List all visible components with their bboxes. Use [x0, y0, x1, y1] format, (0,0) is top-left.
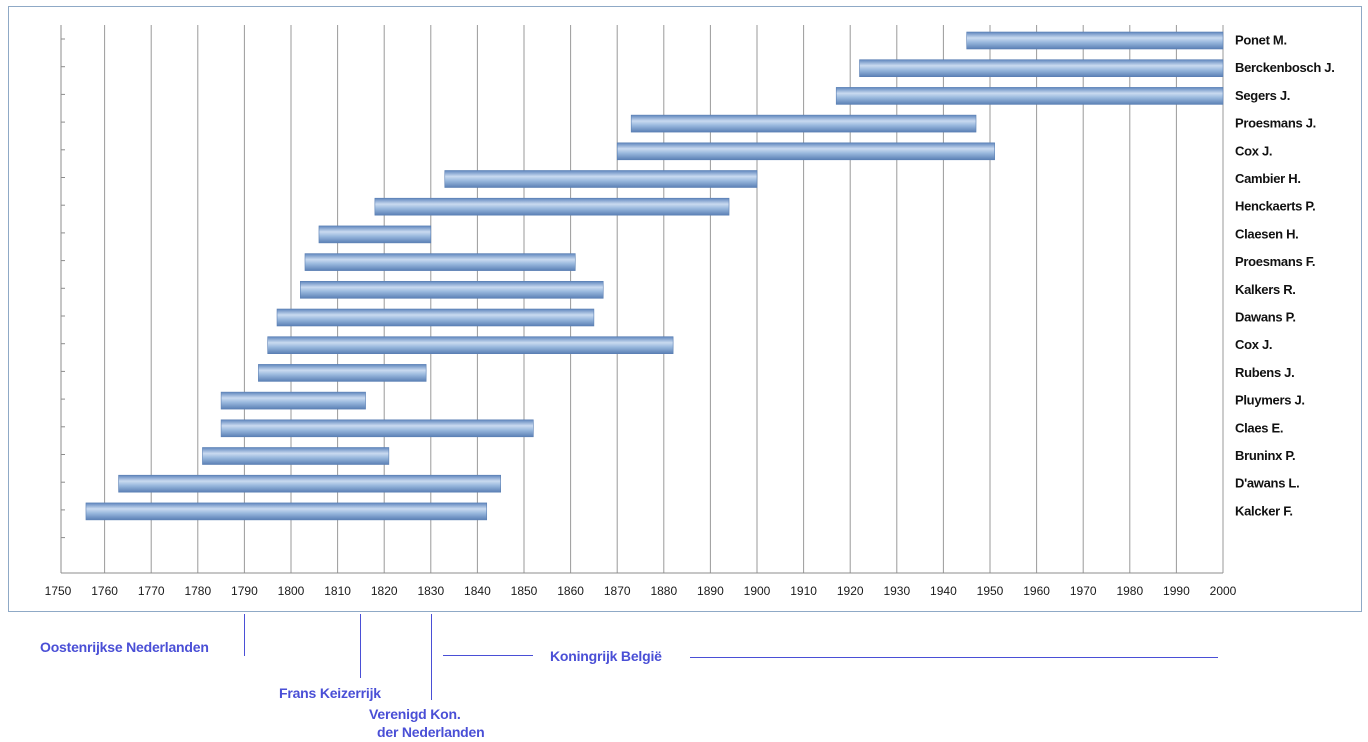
annotation-marker-1815: [360, 614, 361, 678]
chart-frame: 1750 1760 1770 1780 1790 1800 1810 1820 1830 1840…: [8, 6, 1362, 612]
x-tick-label-1940: 1940: [930, 584, 957, 598]
annotation-marker-1830: [431, 614, 432, 700]
bar-4: [616, 142, 995, 161]
bar-label-1: Berckenbosch J.: [1235, 60, 1335, 75]
x-tick-label-1790: 1790: [231, 584, 258, 598]
bar-label-8: Proesmans F.: [1235, 254, 1315, 269]
gantt-chart: 1750 1760 1770 1780 1790 1800 1810 1820 1830 1840…: [45, 25, 1335, 598]
annotation-verenigd-line2: der Nederlanden: [377, 724, 485, 740]
x-tick-label-1760: 1760: [91, 584, 118, 598]
bar-labels: Ponet M. Berckenbosch J. Segers J. Proesman…: [1235, 33, 1335, 519]
annotation-oostenrijkse-nederlanden: Oostenrijkse Nederlanden: [40, 639, 209, 655]
bar-12: [258, 364, 427, 382]
x-tick-label-1970: 1970: [1070, 584, 1097, 598]
bar-label-4: Cox J.: [1235, 143, 1272, 158]
bar-15: [202, 447, 390, 465]
annotation-belgie-line-left: [443, 655, 533, 656]
bar-label-3: Proesmans J.: [1235, 116, 1316, 131]
x-tick-label-1750: 1750: [45, 584, 72, 598]
x-tick-label-1830: 1830: [417, 584, 444, 598]
annotation-belgie-line-right: [690, 657, 1218, 658]
grid-lines: [104, 25, 1224, 573]
x-tick-label-1990: 1990: [1163, 584, 1190, 598]
x-tick-label-1860: 1860: [557, 584, 584, 598]
bar-16: [118, 474, 501, 493]
x-tick-label-1910: 1910: [790, 584, 817, 598]
x-axis: 1750 1760 1770 1780 1790 1800 1810 1820 1830 1840…: [45, 25, 1237, 598]
bar-5: [444, 170, 758, 188]
bar-label-6: Henckaerts P.: [1235, 199, 1315, 214]
bar-17: [85, 502, 488, 521]
x-tick-label-1880: 1880: [650, 584, 677, 598]
bars: [85, 31, 1224, 521]
bar-label-14: Claes E.: [1235, 420, 1283, 435]
bar-label-2: Segers J.: [1235, 88, 1290, 103]
x-tick-label-1960: 1960: [1023, 584, 1050, 598]
bar-1: [859, 59, 1224, 78]
bar-8: [304, 253, 576, 271]
bar-label-5: Cambier H.: [1235, 171, 1301, 186]
bar-label-11: Cox J.: [1235, 337, 1272, 352]
x-tick-label-1820: 1820: [371, 584, 398, 598]
x-tick-label-1900: 1900: [744, 584, 771, 598]
annotation-verenigd-line1: Verenigd Kon.: [369, 706, 461, 722]
bar-label-7: Claesen H.: [1235, 226, 1298, 241]
x-tick-label-1950: 1950: [977, 584, 1004, 598]
bar-9: [300, 280, 604, 299]
bar-14: [220, 419, 534, 438]
bar-label-16: D'awans L.: [1235, 476, 1299, 491]
bar-label-17: Kalcker F.: [1235, 503, 1293, 518]
bar-7: [318, 225, 432, 244]
bar-label-9: Kalkers R.: [1235, 282, 1296, 297]
bar-label-12: Rubens J.: [1235, 365, 1294, 380]
annotation-frans-keizerrijk: Frans Keizerrijk: [279, 685, 381, 701]
x-tick-label-1850: 1850: [511, 584, 538, 598]
x-tick-label-1890: 1890: [697, 584, 724, 598]
x-tick-label-1770: 1770: [138, 584, 165, 598]
bar-label-15: Bruninx P.: [1235, 448, 1295, 463]
x-tick-label-1780: 1780: [184, 584, 211, 598]
bar-2: [835, 87, 1224, 105]
x-tick-label-2000: 2000: [1210, 584, 1237, 598]
x-tick-label-1980: 1980: [1116, 584, 1143, 598]
x-tick-label-1800: 1800: [278, 584, 305, 598]
bar-6: [374, 197, 730, 216]
x-tick-label-1930: 1930: [883, 584, 910, 598]
x-tick-label-1840: 1840: [464, 584, 491, 598]
annotation-koningrijk-belgie: Koningrijk België: [550, 648, 662, 664]
bar-label-10: Dawans P.: [1235, 310, 1296, 325]
bar-11: [267, 336, 674, 355]
bar-label-13: Pluymers J.: [1235, 393, 1305, 408]
bar-0: [966, 31, 1224, 50]
bar-13: [220, 391, 366, 410]
x-tick-label-1870: 1870: [604, 584, 631, 598]
x-tick-label-1920: 1920: [837, 584, 864, 598]
bar-label-0: Ponet M.: [1235, 33, 1287, 48]
x-tick-label-1810: 1810: [324, 584, 351, 598]
bar-10: [276, 308, 595, 327]
annotation-marker-1790: [244, 614, 245, 656]
bar-3: [630, 114, 977, 133]
